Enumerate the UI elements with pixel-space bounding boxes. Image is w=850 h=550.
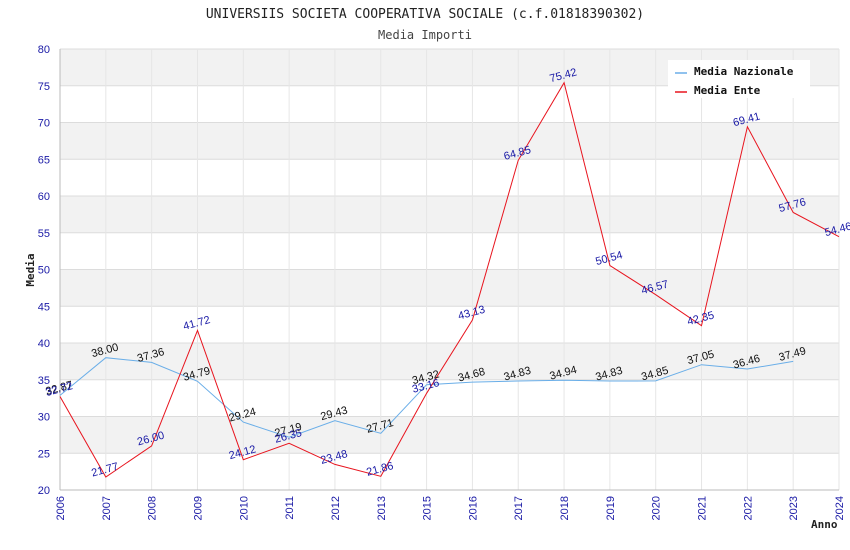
x-tick-label: 2012 [330,496,342,520]
y-tick-label: 30 [38,412,50,424]
band [60,343,839,380]
y-tick-label: 20 [38,485,50,497]
legend-label-nazionale: Media Nazionale [694,65,794,78]
x-tick-label: 2024 [834,496,846,520]
legend-box [668,60,810,98]
data-label-ente: 21.77 [90,461,120,480]
y-tick-label: 55 [38,228,50,240]
x-tick-label: 2020 [651,496,663,520]
band [60,196,839,233]
y-tick-label: 25 [38,448,50,460]
x-tick-label: 2016 [467,496,479,520]
y-tick-label: 50 [38,265,50,277]
chart-title: UNIVERSIIS SOCIETA COOPERATIVA SOCIALE (… [206,7,644,22]
y-tick-label: 35 [38,375,50,387]
y-tick-label: 80 [38,44,50,56]
legend-label-ente: Media Ente [694,84,761,97]
background-bands [60,49,839,454]
data-label-ente: 54.46 [823,220,850,239]
series-lines [59,81,840,478]
y-tick-label: 60 [38,191,50,203]
y-axis-label: Media [24,253,37,286]
y-tick-label: 70 [38,118,50,130]
x-tick-labels: 2006 2007 2008 2009 2010 2011 2012 2013 2015 2016… [55,496,846,520]
legend: Media Nazionale Media Ente [668,60,810,98]
band [60,416,839,454]
x-tick-label: 2022 [742,496,754,520]
x-tick-label: 2013 [376,496,388,520]
x-tick-label: 2006 [55,496,67,520]
chart-subtitle: Media Importi [378,28,472,42]
data-label-ente: 41.72 [182,314,212,333]
band [60,122,839,160]
x-tick-label: 2011 [284,496,296,520]
x-tick-label: 2009 [192,496,204,520]
y-tick-label: 65 [38,154,50,166]
x-tick-label: 2018 [559,496,571,520]
gridlines [59,48,840,491]
axes [59,49,839,491]
x-tick-label: 2010 [238,496,250,520]
x-tick-label: 2007 [101,496,113,520]
series-line-ente [59,81,840,478]
series-line-nazionale [59,357,794,438]
x-tick-label: 2008 [147,496,159,520]
y-tick-labels: 20 25 30 35 40 45 50 55 60 65 70 75 80 [38,44,50,497]
x-axis-label: Anno [811,518,838,531]
y-tick-label: 40 [38,338,50,350]
y-tick-label: 75 [38,81,50,93]
x-tick-label: 2017 [513,496,525,520]
x-tick-label: 2021 [697,496,709,520]
x-tick-label: 2023 [788,496,800,520]
y-tick-label: 45 [38,301,50,313]
x-tick-label: 2019 [605,496,617,520]
data-label-ente: 50.54 [594,249,624,268]
band [60,269,839,307]
x-tick-label: 2015 [422,496,434,520]
